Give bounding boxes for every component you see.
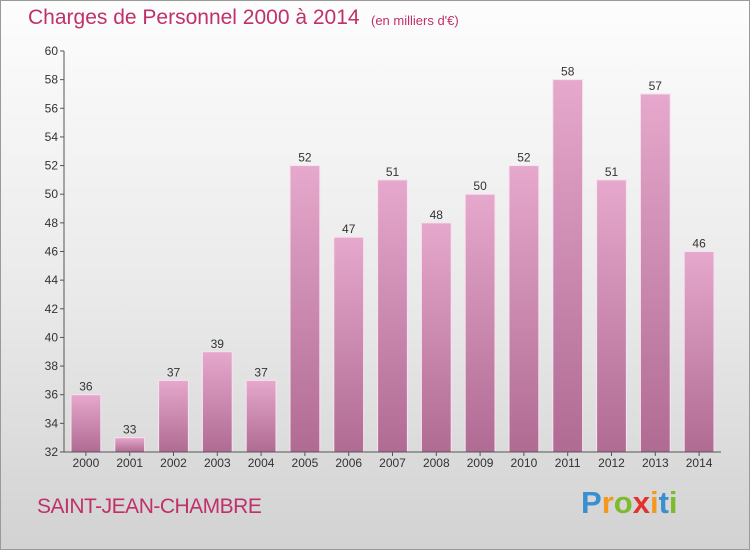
bar-2005 (289, 165, 321, 453)
data-label-2008: 48 (430, 208, 444, 222)
bar-2013 (639, 93, 671, 453)
data-label-2001: 33 (123, 423, 137, 437)
bar-2010 (508, 165, 540, 453)
x-tick-label-2002: 2002 (160, 456, 187, 470)
x-tick-label-2007: 2007 (379, 456, 406, 470)
y-tick-label: 56 (45, 101, 59, 115)
x-tick-label-2005: 2005 (292, 456, 319, 470)
y-tick-label: 38 (45, 359, 59, 373)
bar-2011 (552, 79, 584, 453)
bar-2009 (464, 193, 496, 453)
x-tick-label-2003: 2003 (204, 456, 231, 470)
data-label-2011: 58 (561, 65, 575, 79)
logo-letter: o (613, 485, 633, 520)
logo-letter: t (658, 485, 669, 520)
x-tick-label-2008: 2008 (423, 456, 450, 470)
logo-letter: x (632, 485, 650, 520)
x-tick-label-2004: 2004 (248, 456, 275, 470)
x-tick-label-2000: 2000 (73, 456, 100, 470)
x-tick-label-2001: 2001 (116, 456, 143, 470)
y-tick-label: 34 (45, 416, 59, 430)
bar-2008 (420, 222, 452, 453)
bar-2007 (377, 179, 408, 453)
bar-2014 (683, 251, 715, 453)
data-label-2007: 51 (386, 165, 400, 179)
y-tick-label: 46 (45, 245, 59, 259)
data-label-2012: 51 (605, 165, 619, 179)
x-tick-label-2014: 2014 (686, 456, 713, 470)
y-tick-label: 40 (45, 330, 59, 344)
data-label-2002: 37 (167, 365, 181, 379)
data-label-2010: 52 (517, 151, 531, 165)
data-label-2005: 52 (298, 151, 312, 165)
x-tick-label-2009: 2009 (467, 456, 494, 470)
logo-letter: i (668, 485, 678, 520)
x-tick-label-2011: 2011 (555, 456, 581, 470)
x-tick-label-2013: 2013 (642, 456, 669, 470)
y-tick-label: 50 (45, 187, 59, 201)
bar-2004 (245, 379, 277, 453)
bar-2001 (114, 437, 146, 453)
commune-name: SAINT-JEAN-CHAMBRE (37, 495, 262, 518)
y-tick-label: 42 (45, 302, 59, 316)
data-label-2003: 39 (211, 337, 225, 351)
x-tick-label-2012: 2012 (598, 456, 625, 470)
data-label-2014: 46 (692, 237, 706, 251)
data-label-2009: 50 (473, 179, 487, 193)
bar-2006 (333, 236, 365, 453)
bar-2012 (596, 179, 627, 453)
y-tick-label: 58 (45, 73, 59, 87)
y-tick-label: 48 (45, 216, 59, 230)
bar-2000 (70, 394, 102, 453)
y-tick-label: 54 (45, 130, 59, 144)
data-label-2004: 37 (254, 365, 268, 379)
x-axis: 2000 2001 2002 2003 2004 2005 2006 2007 2008 2009… (64, 451, 721, 470)
y-axis: 32 34 36 38 40 42 44 46 48 50 52 54 56 58 60 (45, 44, 65, 459)
proxiti-logo: Proxiti (581, 485, 678, 521)
y-tick-label: 52 (45, 159, 59, 173)
logo-letter: i (649, 485, 659, 520)
y-tick-label: 60 (45, 44, 59, 58)
y-tick-label: 32 (45, 445, 59, 459)
data-label-2013: 57 (649, 79, 663, 93)
x-tick-label-2010: 2010 (511, 456, 538, 470)
data-label-2006: 47 (342, 222, 356, 236)
chart-unit-label: (en milliers d'€) (371, 13, 459, 28)
x-tick-label-2006: 2006 (335, 456, 362, 470)
bar-2002 (158, 379, 189, 453)
logo-letter: r (601, 485, 614, 520)
bar-2003 (201, 351, 233, 453)
y-tick-label: 36 (45, 388, 59, 402)
chart-title: Charges de Personnel 2000 à 2014 (28, 6, 360, 29)
bars: 36 33 37 39 37 52 47 51 48 50 52 58 51 57 46 (70, 65, 715, 453)
y-tick-label: 44 (45, 273, 59, 287)
logo-letter: P (581, 485, 602, 520)
data-label-2000: 36 (79, 380, 93, 394)
